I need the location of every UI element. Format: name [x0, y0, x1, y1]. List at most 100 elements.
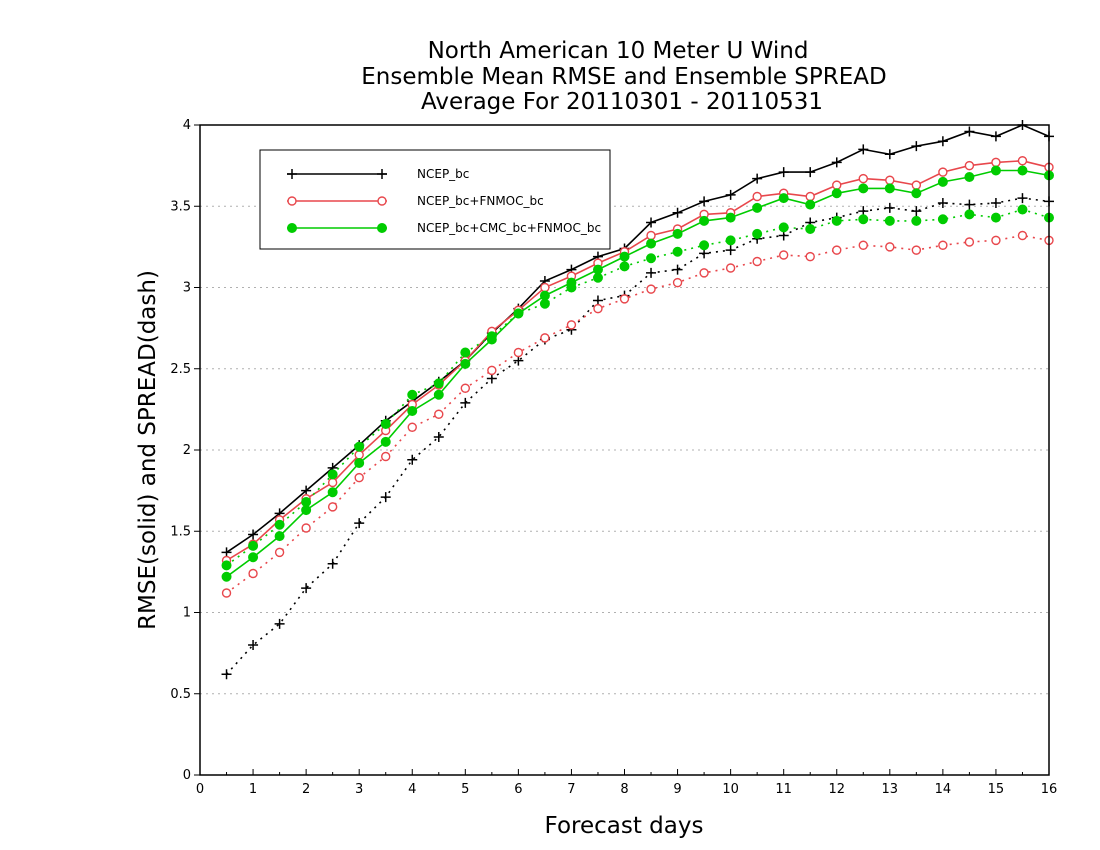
series-5-spread-point-21: [778, 222, 789, 233]
series-2-rmse-point-19: [725, 212, 736, 223]
series-3-spread-point-10: [486, 373, 497, 384]
y-axis-title: RMSE(solid) and SPREAD(dash): [135, 270, 161, 630]
x-tick-label-13: 13: [882, 782, 899, 797]
series-2-rmse-point-9: [460, 358, 471, 369]
series-1-rmse-point-20: [752, 191, 762, 202]
series-1-rmse-point-27: [938, 167, 948, 177]
legend-entry-1-marker-right: [377, 196, 387, 206]
x-tick-label-8: 8: [620, 782, 628, 797]
series-3-spread-point-7: [407, 454, 418, 465]
series-2-rmse-point-28: [964, 172, 975, 182]
series-0-rmse-point-28: [964, 126, 975, 137]
series-2-rmse-point-16: [646, 238, 657, 249]
series-5-spread-point-4: [327, 469, 338, 480]
series-1-rmse-point-24: [858, 173, 868, 184]
series-5-spread-point-27: [937, 214, 948, 225]
series-0-rmse-point-18: [699, 196, 710, 207]
x-tick-label-3: 3: [355, 782, 363, 797]
series-0-rmse-point-29: [990, 131, 1001, 142]
series-3-spread-point-3: [301, 583, 312, 594]
y-tick-label-0: 0: [183, 768, 191, 783]
y-tick-label-2: 1: [183, 606, 191, 621]
series-2-rmse-point-4: [327, 487, 338, 498]
chart-title-line-3: Average For 20110301 - 20110531: [421, 89, 823, 115]
series-4-spread-point-12: [540, 333, 550, 343]
series-4-spread-point-28: [964, 237, 975, 247]
series-5-spread-point-17: [672, 246, 683, 257]
series-3-spread-point-11: [513, 355, 524, 366]
x-tick-label-16: 16: [1041, 782, 1058, 797]
y-tick-label-5: 2.5: [170, 362, 191, 377]
series-5-spread-point-2: [274, 519, 285, 530]
series-2-rmse-point-5: [354, 458, 365, 468]
series-4-spread-point-8: [434, 409, 444, 419]
series-0-rmse-point-1: [248, 529, 259, 540]
series-0-rmse-point-17: [672, 207, 683, 218]
series-5-spread-point-18: [699, 240, 710, 251]
x-tick-label-7: 7: [567, 782, 575, 797]
series-3-spread: [221, 193, 1054, 680]
series-0-rmse-point-22: [805, 167, 816, 178]
series-4-spread-point-1: [248, 568, 258, 579]
series-2-rmse-point-23: [831, 188, 842, 199]
legend-entry-0-label: NCEP_bc: [417, 167, 469, 181]
series-0-rmse-point-27: [937, 136, 948, 147]
series-3-spread-point-14: [592, 295, 603, 306]
series-1-rmse-point-22: [805, 191, 815, 202]
series-3-spread-point-28: [964, 199, 975, 210]
series-4-spread-point-17: [672, 277, 683, 288]
y-tick-label-7: 3.5: [170, 199, 191, 214]
series-0-rmse-point-3: [301, 485, 312, 496]
series-3-spread-point-2: [274, 618, 285, 629]
x-tick-label-10: 10: [722, 782, 739, 797]
series-5-spread-point-10: [486, 331, 497, 342]
series-3-spread-point-1: [248, 640, 259, 650]
series-4-spread-point-3: [301, 523, 311, 533]
series-4-spread-point-19: [725, 263, 736, 273]
series-2-rmse-point-24: [858, 183, 869, 194]
series-2-rmse-point-0: [221, 571, 232, 582]
series-2-rmse-point-17: [672, 228, 683, 239]
series-1-rmse-point-29: [991, 157, 1001, 168]
series-2-rmse-point-20: [752, 202, 763, 213]
legend-entry-1-label: NCEP_bc+FNMOC_bc: [417, 194, 544, 208]
series-3-spread-point-25: [884, 202, 895, 213]
series-2-rmse-point-8: [433, 389, 444, 400]
series-5-spread-point-19: [725, 235, 736, 246]
series-5-spread-point-30: [1017, 204, 1028, 215]
series-3-spread-point-0: [221, 669, 232, 680]
series-5-spread-point-8: [433, 378, 444, 389]
legend-entry-2-marker-right: [377, 223, 387, 233]
series-0-rmse-point-25: [884, 149, 895, 160]
series-5-spread-point-0: [221, 560, 232, 571]
series-5-spread-point-1: [248, 540, 259, 551]
series-4-spread-point-14: [593, 303, 603, 314]
series-4-spread-point-11: [513, 347, 524, 358]
series-3-spread-point-6: [380, 492, 391, 503]
x-tick-label-1: 1: [249, 782, 257, 797]
series-5-spread-point-20: [752, 228, 763, 239]
series-2-rmse-point-7: [407, 406, 418, 416]
legend-entry-2-marker-left: [287, 223, 297, 233]
series-1-rmse-point-4: [327, 477, 338, 488]
series-4-spread-point-22: [805, 251, 815, 262]
series-3-spread-point-17: [672, 264, 683, 275]
y-tick-label-8: 4: [183, 118, 191, 133]
x-tick-label-2: 2: [302, 782, 310, 797]
series-3-spread-point-29: [990, 198, 1001, 208]
series-4-spread-point-30: [1017, 230, 1028, 241]
x-tick-label-6: 6: [514, 782, 522, 797]
series-5-spread-point-25: [884, 215, 895, 226]
x-tick-label-14: 14: [935, 782, 952, 797]
x-tick-label-0: 0: [196, 782, 204, 797]
legend-entry-0-marker-left: [287, 169, 297, 179]
series-4-spread-point-25: [885, 242, 895, 252]
series-4-spread-point-27: [938, 240, 948, 250]
series-4-spread-point-20: [752, 256, 762, 267]
series-5-spread: [221, 204, 1054, 571]
series-0-rmse-point-20: [752, 173, 763, 184]
series-5-spread-point-16: [646, 253, 657, 264]
series-0-rmse-point-21: [778, 167, 789, 178]
series-4-spread-point-24: [858, 240, 868, 250]
